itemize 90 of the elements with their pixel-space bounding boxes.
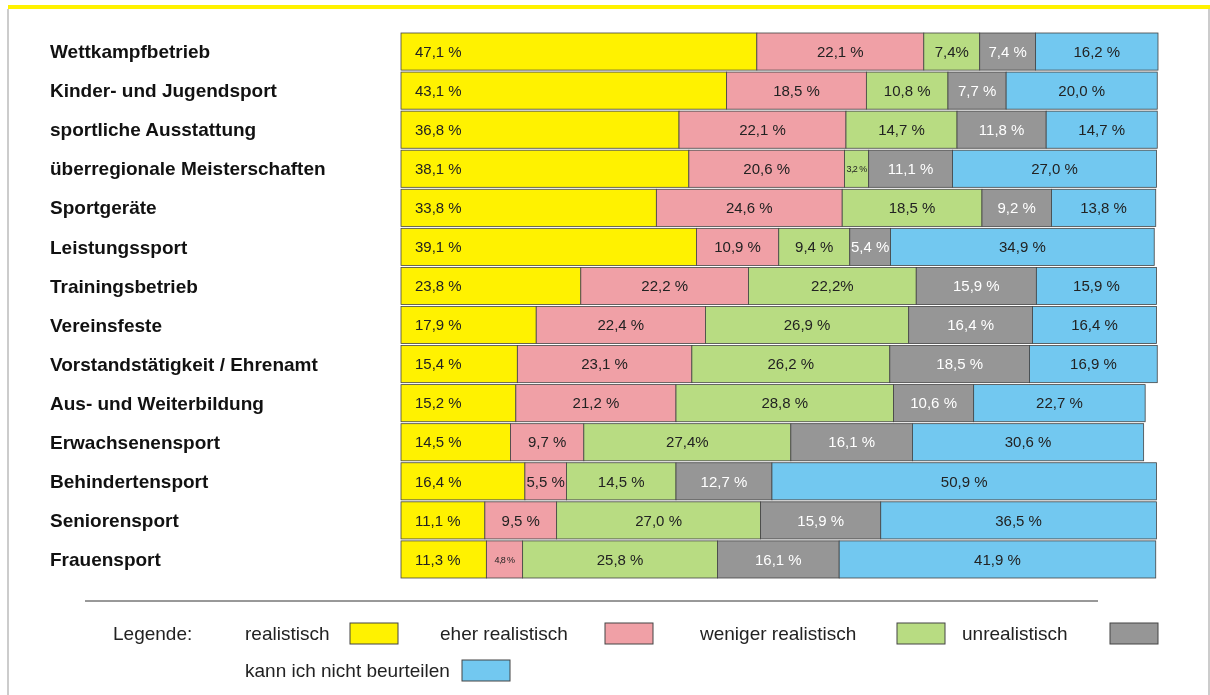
legend-label: realistisch [245, 622, 330, 644]
data-label: 22,4 % [597, 316, 645, 334]
data-label: 10,9 % [714, 238, 761, 256]
data-label: 7,4 % [988, 42, 1027, 60]
data-label: 15,9 % [1073, 277, 1120, 295]
data-label: 10,6 % [910, 394, 957, 412]
data-label: 25,8 % [596, 550, 644, 568]
y-tick-label: Sportgeräte [50, 197, 157, 219]
y-tick-label: überregionale Meisterschaften [50, 158, 326, 180]
data-label: 18,5 % [936, 355, 984, 373]
data-label: 3,2 % [846, 163, 868, 174]
data-label: 11,3 % [415, 550, 461, 568]
data-label: 26,2 % [767, 355, 815, 373]
data-label: 22,7 % [1036, 394, 1083, 412]
data-label: 15,9 % [797, 511, 845, 529]
data-label: 9,2 % [997, 199, 1036, 217]
data-label: 16,1 % [755, 550, 802, 568]
data-label: 14,5 % [415, 433, 462, 451]
y-tick-label: Kinder- und Jugendsport [50, 80, 278, 102]
data-label: 43,1 % [415, 81, 462, 99]
data-label: 14,7 % [1078, 120, 1126, 138]
data-label: 27,0 % [635, 511, 682, 529]
data-label: 17,9 % [415, 316, 462, 334]
y-tick-label: Aus- und Weiterbildung [50, 392, 264, 414]
data-label: 11,1 % [887, 160, 934, 178]
legend-label: kann ich nicht beurteilen [245, 659, 450, 681]
data-label: 15,9 % [952, 277, 1000, 295]
data-label: 13,8 % [1080, 199, 1127, 217]
data-label: 23,8 % [415, 277, 462, 295]
y-tick-label: Vereinsfeste [50, 314, 162, 336]
data-label: 27,4% [666, 433, 709, 451]
data-label: 5,4 % [850, 238, 890, 256]
data-label: 11,8 % [978, 120, 1025, 138]
data-label: 38,1 % [415, 160, 462, 178]
data-label: 39,1 % [415, 238, 462, 256]
data-label: 16,4 % [947, 316, 994, 334]
legend-label: unrealistisch [962, 622, 1068, 644]
data-label: 11,1 % [415, 511, 461, 529]
data-label: 14,5 % [597, 472, 645, 490]
data-label: 12,7 % [700, 472, 748, 490]
y-tick-label: Leistungssport [50, 236, 188, 258]
data-label: 16,4 % [1071, 316, 1118, 334]
data-label: 10,8 % [883, 81, 931, 99]
data-label: 14,7 % [878, 120, 925, 138]
data-label: 16,4 % [415, 472, 462, 490]
y-tick-label: Erwachsenensport [50, 431, 221, 453]
data-label: 16,9 % [1070, 355, 1117, 373]
data-label: 23,1 % [581, 355, 628, 373]
y-tick-label: Wettkampfbetrieb [50, 41, 211, 63]
legend-label: weniger realistisch [699, 622, 857, 644]
data-label: 20,0 % [1058, 81, 1106, 99]
y-tick-label: Frauensport [50, 549, 162, 571]
data-label: 24,6 % [725, 199, 773, 217]
data-label: 7,4% [934, 42, 969, 60]
data-label: 33,8 % [415, 199, 462, 217]
data-label: 18,5 % [888, 199, 936, 217]
y-tick-label: Trainingsbetrieb [50, 275, 198, 297]
data-label: 21,2 % [572, 394, 620, 412]
y-tick-label: sportliche Ausstattung [50, 119, 257, 141]
data-label: 9,7 % [528, 433, 567, 451]
data-label: 15,2 % [415, 394, 462, 412]
data-label: 50,9 % [940, 472, 988, 490]
data-label: 9,5 % [501, 511, 540, 529]
data-label: 36,5 % [995, 511, 1042, 529]
data-label: 4,8 % [494, 554, 516, 565]
data-label: 7,7 % [957, 81, 997, 99]
legend-label: eher realistisch [440, 622, 568, 644]
data-label: 16,2 % [1073, 42, 1121, 60]
data-label: 16,1 % [828, 433, 875, 451]
data-label: 36,8 % [415, 120, 462, 138]
data-label: 22,1 % [816, 42, 864, 60]
data-label: 18,5 % [773, 81, 820, 99]
data-label: 15,4 % [415, 355, 462, 373]
data-label: 30,6 % [1004, 433, 1052, 451]
data-label: 26,9 % [783, 316, 831, 334]
legend-title: Legende: [113, 622, 193, 644]
data-label: 20,6 % [743, 160, 791, 178]
data-label: 34,9 % [999, 238, 1046, 256]
data-label: 22,1 % [739, 120, 786, 138]
y-tick-label: Vorstandstätigkeit / Ehrenamt [50, 353, 319, 375]
data-label: 5,5 % [526, 472, 565, 490]
data-label: 41,9 % [974, 550, 1021, 568]
data-label: 27,0 % [1031, 160, 1078, 178]
data-label: 22,2% [811, 277, 854, 295]
data-label: 28,8 % [761, 394, 809, 412]
data-label: 22,2 % [641, 277, 689, 295]
data-label: 9,4 % [795, 238, 834, 256]
y-tick-label: Seniorensport [50, 510, 180, 532]
data-label: 47,1 % [415, 42, 462, 60]
y-tick-label: Behindertensport [50, 470, 210, 492]
